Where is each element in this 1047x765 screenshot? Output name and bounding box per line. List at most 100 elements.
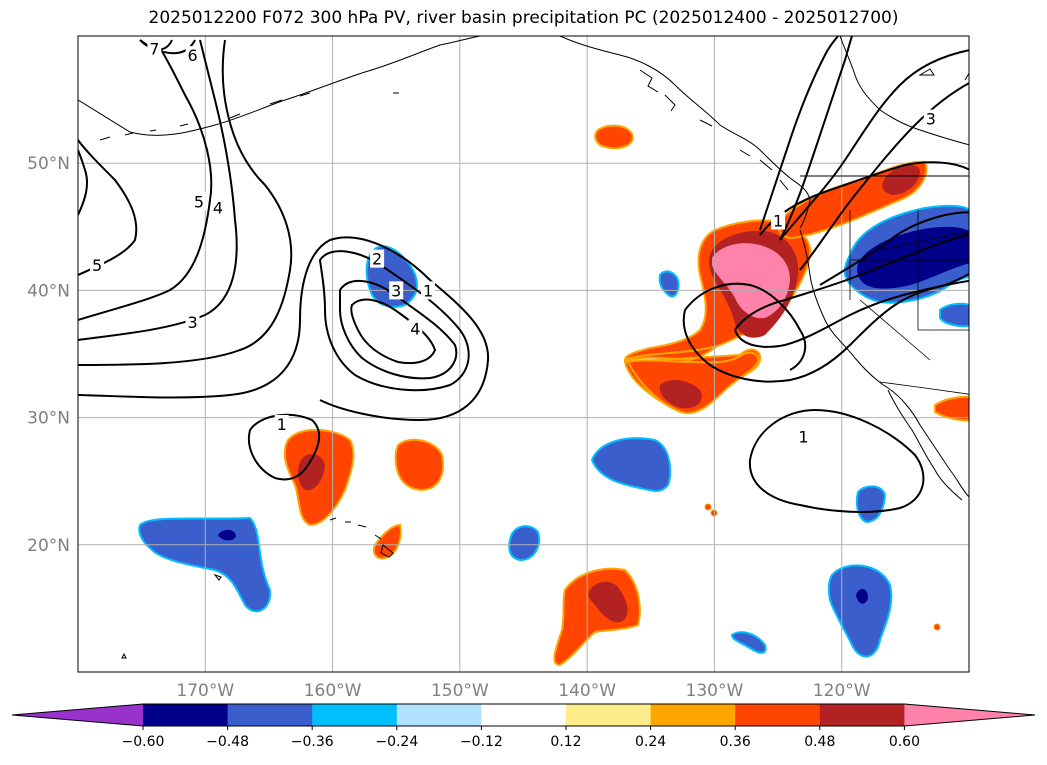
map-title: 2025012200 F072 300 hPa PV, river basin … [148,8,899,28]
contour-label: 7 [149,40,159,59]
positive-precip-core [588,581,628,623]
contour-label-bg [771,211,786,230]
pv-contour-4 [759,36,839,231]
positive-precip-area [594,124,635,150]
contour-label-bg [185,313,200,332]
lat-tick-label: 30°N [27,409,70,429]
contour-label: 3 [187,313,197,332]
contour-label-bg [923,109,938,128]
positive-precip-area [394,438,444,492]
pv-contour-2 [734,232,969,331]
lat-tick-label: 50°N [27,154,70,174]
lon-tick-label: 160°W [304,681,362,701]
axis-ticks: 50°N 40°N 30°N 20°N 170°W 160°W 150°W 140°W 130°… [27,154,871,701]
pv-contour-1 [759,161,969,236]
pv-contour-1-closed [247,413,321,481]
aleutian-islands [99,92,311,141]
contour-label: 1 [423,281,433,300]
negative-precip-area [658,270,680,298]
colorbar-segment [227,704,313,726]
positive-precip-area [934,395,969,422]
map-frame [77,35,970,673]
contour-label: 4 [213,199,223,218]
colorbar-tick-label: −0.24 [375,734,418,750]
contour-label-bg [389,281,404,300]
negative-precip-core [218,529,236,541]
british-columbia-coast [639,69,789,191]
contour-label-bg [421,281,436,300]
contour-label: 6 [187,46,197,65]
contour-label: 1 [773,211,783,230]
negative-precip-area [827,564,893,658]
pv-contour-1 [78,236,490,422]
precip-shading [138,124,969,667]
colorbar-upper-extension [904,704,1035,726]
contour-label-bg [211,198,226,217]
pv-contour-4 [78,39,238,341]
state-border [849,210,969,361]
colorbar-tick-label: −0.48 [206,734,249,750]
negative-precip-area [730,631,767,654]
pv-contour-1 [684,282,807,371]
island [121,92,399,659]
alaska-coastline [78,36,481,136]
negative-precip-area [855,485,887,524]
pv-contour-3 [799,82,969,271]
contour-label: 1 [798,428,808,447]
colorbar-tick-label: 0.12 [550,734,581,750]
colorbar-lower-extension [12,704,143,726]
colorbar-tick-label: 0.24 [635,734,666,750]
negative-precip-area [590,437,672,492]
us-west-coast [799,229,969,498]
positive-precip-dot [933,623,941,631]
lon-tick-label: 150°W [431,681,489,701]
pv-contour-1 [78,39,293,366]
positive-precip-dot [704,503,712,511]
positive-precip-max [712,243,790,319]
colorbar-tick-label: 0.48 [804,734,835,750]
positive-precip-area [626,351,760,415]
colorbar: −0.60 −0.48 −0.36 −0.24 −0.12 0.12 0.24 0.36 0.4… [11,703,1036,750]
canadian-arctic-coast [839,36,969,146]
lon-tick-label: 120°W [813,681,871,701]
pv-contour-6 [78,149,88,216]
contour-label-bg [90,255,105,274]
coastlines [78,36,969,659]
positive-precip-core [297,454,325,491]
colorbar-segment [312,704,398,726]
contour-label: 1 [277,415,287,434]
pv-contour-5 [78,139,138,276]
pv-contour-3 [78,39,213,321]
positive-precip-core [659,379,702,409]
lat-tick-label: 40°N [27,281,70,301]
pv-contour-1-closed [748,408,925,513]
lon-tick-label: 170°W [176,681,234,701]
contour-label-bg [796,427,811,446]
gridlines [78,36,969,672]
negative-precip-core [856,588,868,604]
pv-contour-4 [779,36,853,241]
colorbar-segment [566,704,652,726]
contour-label: 5 [92,256,102,275]
colorbar-segment [650,704,736,726]
contour-label: 3 [926,110,936,129]
hawaiian-islands [329,517,394,558]
positive-precip-area [372,523,402,560]
colorbar-tick-label: −0.60 [122,734,165,750]
positive-precip-core [882,164,920,195]
colorbar-segment [143,704,229,726]
contour-label: 3 [391,281,401,300]
pv-contour-2 [318,250,470,392]
lon-tick-label: 140°W [558,681,616,701]
colorbar-tick-label: −0.36 [291,734,334,750]
colorbar-tick-label: 0.36 [720,734,751,750]
colorbar-segment [481,704,567,726]
mexico-border [879,381,969,395]
colorbar-tick-label: −0.12 [460,734,503,750]
baja-california-coast [887,389,963,501]
negative-precip-area [939,302,969,328]
lat-tick-label: 20°N [27,536,70,556]
negative-precip-area [138,516,272,613]
colorbar-tick-label: 0.60 [889,734,920,750]
